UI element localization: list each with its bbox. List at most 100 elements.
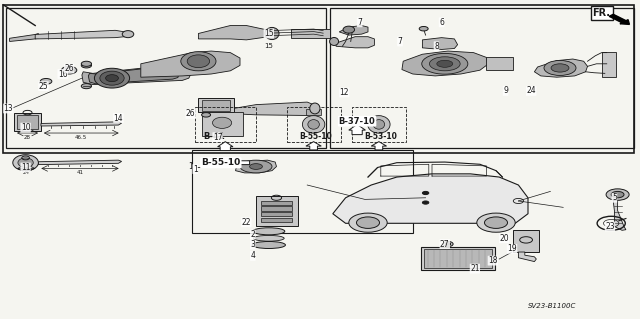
Ellipse shape <box>544 61 576 76</box>
Bar <box>6 8 326 148</box>
Polygon shape <box>333 174 528 223</box>
Ellipse shape <box>436 60 453 67</box>
Polygon shape <box>613 200 626 230</box>
Polygon shape <box>10 33 38 41</box>
Ellipse shape <box>373 120 385 129</box>
Circle shape <box>81 84 92 89</box>
Bar <box>202 112 243 136</box>
Circle shape <box>477 213 515 232</box>
Text: 23: 23 <box>605 222 615 231</box>
Text: 17: 17 <box>212 133 223 142</box>
Ellipse shape <box>253 235 284 241</box>
Text: 11: 11 <box>21 163 30 172</box>
Circle shape <box>61 66 77 74</box>
Polygon shape <box>336 37 374 48</box>
Polygon shape <box>224 102 314 115</box>
Circle shape <box>65 68 74 72</box>
Text: 10: 10 <box>20 123 31 132</box>
Ellipse shape <box>240 160 272 173</box>
Polygon shape <box>88 65 179 84</box>
Ellipse shape <box>18 158 33 167</box>
Ellipse shape <box>308 120 319 129</box>
Text: B-41: B-41 <box>204 132 225 141</box>
Ellipse shape <box>95 68 129 88</box>
Text: FR.: FR. <box>593 8 611 18</box>
Polygon shape <box>306 142 321 150</box>
Bar <box>3 5 634 153</box>
Ellipse shape <box>252 241 285 249</box>
Ellipse shape <box>429 57 460 71</box>
Circle shape <box>81 63 92 68</box>
Ellipse shape <box>367 116 390 133</box>
Circle shape <box>349 213 387 232</box>
Ellipse shape <box>330 38 339 46</box>
Polygon shape <box>230 160 250 166</box>
Polygon shape <box>218 142 233 151</box>
Bar <box>287 107 341 142</box>
Bar <box>261 201 292 205</box>
Circle shape <box>443 241 453 247</box>
Text: 25: 25 <box>38 82 49 91</box>
Text: 41: 41 <box>77 170 83 175</box>
Ellipse shape <box>422 54 468 74</box>
Text: 14: 14 <box>113 114 124 122</box>
Bar <box>352 107 406 142</box>
Polygon shape <box>82 64 192 85</box>
Polygon shape <box>38 160 122 165</box>
Bar <box>14 113 41 131</box>
Text: 46.5: 46.5 <box>75 135 88 140</box>
Bar <box>513 230 539 252</box>
Text: 13: 13 <box>3 104 13 113</box>
Circle shape <box>422 201 429 204</box>
Text: 8: 8 <box>434 42 439 51</box>
Text: 27: 27 <box>440 240 450 249</box>
Text: 26: 26 <box>186 109 196 118</box>
Circle shape <box>484 217 508 228</box>
Polygon shape <box>422 38 458 49</box>
Text: 3: 3 <box>250 240 255 249</box>
Text: 18: 18 <box>488 256 497 265</box>
Bar <box>192 150 413 233</box>
Text: 7: 7 <box>357 18 362 27</box>
Ellipse shape <box>310 103 320 114</box>
Text: 1: 1 <box>193 165 198 174</box>
Text: 4: 4 <box>250 251 255 260</box>
Bar <box>421 247 495 270</box>
Bar <box>602 52 616 77</box>
Bar <box>17 115 38 129</box>
Ellipse shape <box>122 31 134 38</box>
Polygon shape <box>339 26 368 35</box>
FancyArrow shape <box>609 14 629 24</box>
Polygon shape <box>371 142 387 150</box>
Polygon shape <box>349 124 365 135</box>
Ellipse shape <box>181 52 216 71</box>
Text: 28: 28 <box>24 135 31 140</box>
Text: 19: 19 <box>507 244 517 253</box>
Text: 7: 7 <box>397 37 403 46</box>
Ellipse shape <box>212 117 232 129</box>
Circle shape <box>445 243 451 245</box>
Bar <box>261 218 292 222</box>
Polygon shape <box>236 160 276 173</box>
Text: 24: 24 <box>23 170 29 175</box>
Text: B-37-10: B-37-10 <box>339 117 376 126</box>
Text: 15: 15 <box>264 43 273 49</box>
Text: 6: 6 <box>439 18 444 27</box>
Circle shape <box>202 113 211 117</box>
Ellipse shape <box>253 228 285 235</box>
Circle shape <box>356 217 380 228</box>
Polygon shape <box>534 59 588 77</box>
Ellipse shape <box>106 75 118 82</box>
Text: 21: 21 <box>470 264 479 273</box>
Text: B-55-10: B-55-10 <box>299 132 332 141</box>
Bar <box>486 57 513 70</box>
Text: 2: 2 <box>250 230 255 239</box>
Text: B-55-10: B-55-10 <box>201 158 241 167</box>
Bar <box>424 249 492 268</box>
Circle shape <box>40 78 52 84</box>
Bar <box>261 206 292 211</box>
Text: SV23-B1100C: SV23-B1100C <box>527 303 576 309</box>
Ellipse shape <box>13 155 38 171</box>
Bar <box>306 109 321 115</box>
Polygon shape <box>198 26 269 40</box>
